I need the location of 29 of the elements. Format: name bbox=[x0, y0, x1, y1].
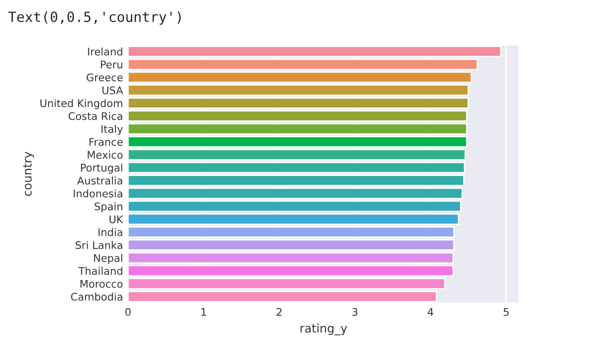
x-tick-label: 0 bbox=[125, 308, 131, 316]
x-tick-label: 5 bbox=[504, 308, 509, 316]
y-tick-label: Thailand bbox=[78, 266, 122, 275]
y-tick-label: UK bbox=[110, 216, 124, 224]
x-tick-label: 1 bbox=[201, 308, 206, 316]
y-tick-label: India bbox=[98, 228, 122, 236]
y-tick-label: Italy bbox=[102, 124, 123, 135]
x-axis-title: rating_y bbox=[300, 324, 348, 336]
y-tick-label: USA bbox=[102, 86, 124, 94]
y-tick-label: Spain bbox=[94, 202, 122, 212]
y-tick-label: France bbox=[90, 138, 123, 146]
y-tick-label: Australia bbox=[77, 176, 122, 185]
text: Text(0,0.5,'country') bbox=[8, 11, 181, 25]
y-tick-label: Portugal bbox=[81, 164, 122, 174]
y-tick-label: Costa Rica bbox=[68, 112, 122, 120]
y-axis-title: country bbox=[23, 152, 34, 196]
y-tick-label: Nepal bbox=[94, 254, 122, 264]
y-tick-label: Peru bbox=[100, 60, 122, 68]
y-tick-label: Cambodia bbox=[71, 292, 122, 301]
y-tick-label: Sri Lanka bbox=[76, 240, 122, 250]
y-tick-label: Mexico bbox=[88, 150, 123, 159]
y-tick-label: Indonesia bbox=[74, 189, 122, 198]
y-tick-label: Greece bbox=[86, 73, 123, 82]
y-tick-label: Ireland bbox=[88, 47, 122, 56]
x-tick-label: 4 bbox=[428, 308, 434, 316]
x-tick-label: 2 bbox=[276, 308, 282, 316]
y-tick-label: United Kingdom bbox=[40, 99, 122, 110]
x-tick-label: 3 bbox=[352, 308, 358, 316]
y-tick-label: Morocco bbox=[80, 280, 123, 288]
